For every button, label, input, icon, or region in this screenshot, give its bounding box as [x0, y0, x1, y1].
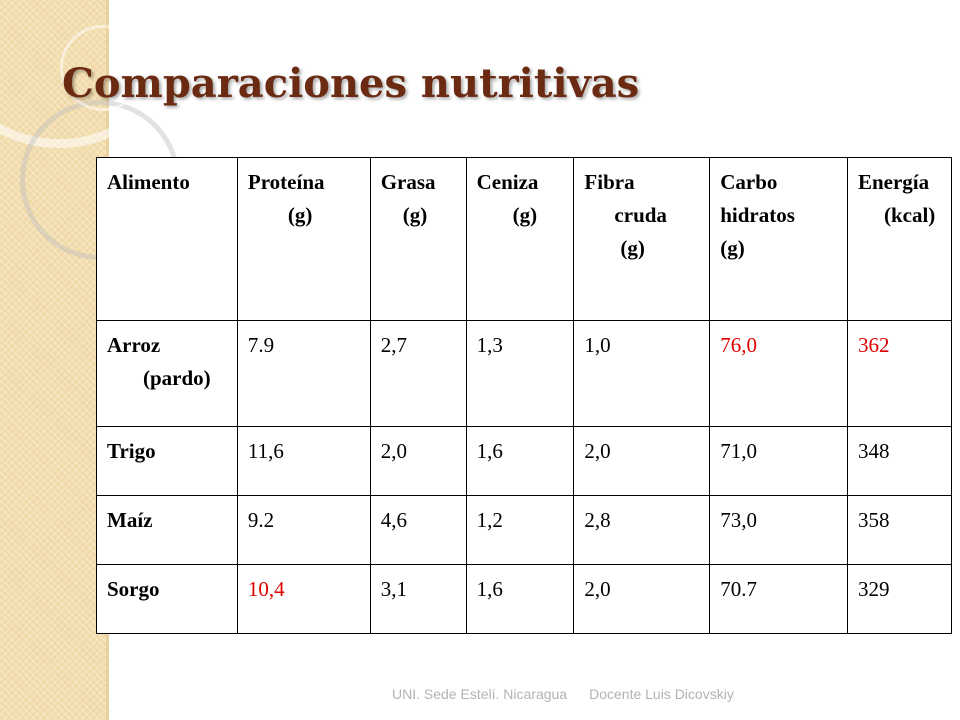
value-cell: 2,0 [369, 426, 467, 496]
header-label: Fibra [584, 170, 635, 194]
value-cell: 2,8 [573, 495, 711, 565]
header-unit: (g) [720, 236, 745, 260]
header-unit: (g) [287, 203, 313, 227]
header-energia: Energía (kcal) [846, 157, 953, 321]
value-cell: 348 [846, 426, 953, 496]
value-cell: 1,2 [465, 495, 575, 565]
food-name-cell: Maíz [96, 495, 238, 565]
value-cell: 329 [846, 564, 953, 634]
table-header-row: Alimento Proteína (g) Grasa (g) Ceniza (… [96, 157, 953, 321]
food-name: Maíz [107, 508, 153, 532]
header-unit: (g) [402, 203, 428, 227]
value-cell: 1,3 [465, 320, 575, 427]
food-name: Sorgo [107, 577, 160, 601]
table-row: Arroz (pardo) 7.9 2,7 1,3 1,0 76,0 362 [96, 320, 953, 427]
value-cell: 2,7 [369, 320, 467, 427]
value-cell-highlighted: 10,4 [236, 564, 371, 634]
value-cell: 358 [846, 495, 953, 565]
value-cell: 2,0 [573, 564, 711, 634]
food-name-cell: Trigo [96, 426, 238, 496]
header-grasa: Grasa (g) [369, 157, 467, 321]
value-cell: 4,6 [369, 495, 467, 565]
food-name: Trigo [107, 439, 156, 463]
value-cell: 71,0 [709, 426, 848, 496]
header-unit: (kcal) [883, 203, 936, 227]
header-unit: (g) [620, 236, 645, 260]
slide-footer: UNI. Sede Estelí. Nicaragua Docente Luis … [392, 686, 734, 702]
header-label: Energía [857, 170, 930, 194]
value-cell: 2,0 [573, 426, 711, 496]
header-label: Alimento [107, 170, 190, 194]
table-row: Sorgo 10,4 3,1 1,6 2,0 70.7 329 [96, 564, 953, 634]
value-cell: 3,1 [369, 564, 467, 634]
value-cell: 11,6 [236, 426, 371, 496]
food-name: Arroz [107, 333, 161, 357]
value-cell: 1,6 [465, 564, 575, 634]
table-row: Maíz 9.2 4,6 1,2 2,8 73,0 358 [96, 495, 953, 565]
header-carbohidratos: Carbo hidratos (g) [709, 157, 848, 321]
footer-author: Docente Luis Dicovskiy [589, 686, 734, 702]
header-proteina: Proteína (g) [236, 157, 371, 321]
value-cell: 73,0 [709, 495, 848, 565]
value-cell: 7.9 [236, 320, 371, 427]
table-row: Trigo 11,6 2,0 1,6 2,0 71,0 348 [96, 426, 953, 496]
header-label: hidratos [720, 203, 795, 227]
header-label: Grasa [380, 170, 436, 194]
slide-title: Comparaciones nutritivas [62, 60, 640, 107]
decorative-ring-icon [60, 25, 146, 111]
header-label: Proteína [247, 170, 325, 194]
food-name-cell: Sorgo [96, 564, 238, 634]
value-cell-highlighted: 362 [846, 320, 953, 427]
value-cell: 1,6 [465, 426, 575, 496]
food-name-cell: Arroz (pardo) [96, 320, 238, 427]
value-cell: 70.7 [709, 564, 848, 634]
header-alimento: Alimento [96, 157, 238, 321]
header-ceniza: Ceniza (g) [465, 157, 575, 321]
header-label: Ceniza [476, 170, 539, 194]
value-cell: 9.2 [236, 495, 371, 565]
header-label: Carbo [720, 170, 778, 194]
food-variety: (pardo) [143, 366, 211, 390]
value-cell-highlighted: 76,0 [709, 320, 848, 427]
footer-institution: UNI. Sede Estelí. Nicaragua [392, 686, 568, 702]
header-fibra: Fibra cruda (g) [573, 157, 711, 321]
nutrition-table: Alimento Proteína (g) Grasa (g) Ceniza (… [96, 157, 953, 634]
header-unit: (g) [512, 203, 538, 227]
value-cell: 1,0 [573, 320, 711, 427]
header-label: cruda [614, 203, 667, 227]
